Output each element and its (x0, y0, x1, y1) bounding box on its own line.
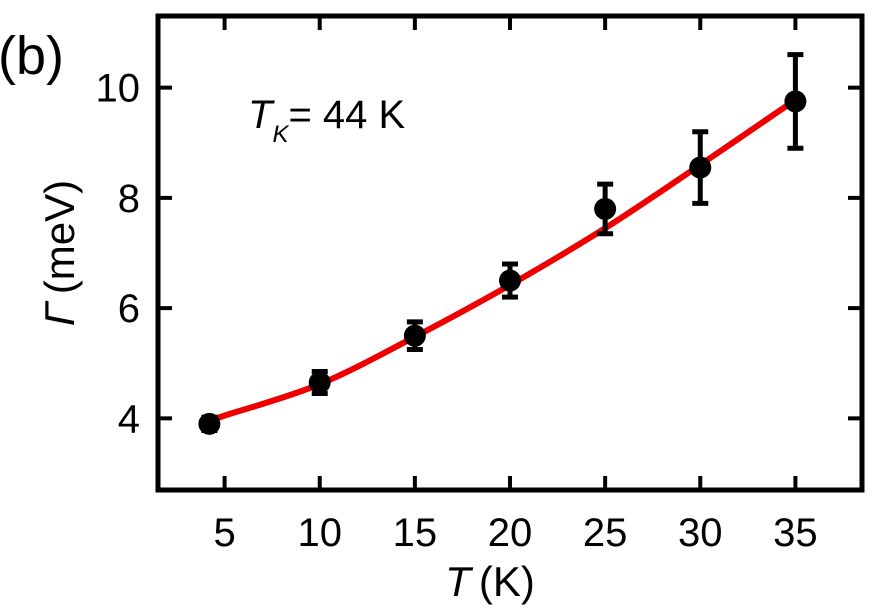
y-tick-label: 10 (96, 67, 141, 111)
x-axis-symbol: T (445, 558, 474, 605)
y-tick-label: 6 (118, 287, 140, 331)
data-point (403, 319, 426, 352)
data-point (198, 412, 221, 435)
tick-labels: 5 10 15 20 25 30 35 4 6 8 10 (96, 67, 818, 555)
fit-curve (206, 96, 799, 423)
y-axis-unit: (meV) (36, 180, 83, 294)
point-marker (403, 324, 426, 347)
x-axis-title: T (K) (445, 558, 535, 605)
tk-annotation-value: = 44 K (288, 93, 405, 137)
data-point (594, 181, 617, 237)
data-point (689, 129, 712, 206)
x-tick-label: 5 (213, 511, 235, 555)
x-tick-label: 30 (678, 511, 723, 555)
point-marker (308, 371, 331, 394)
axis-ticks (158, 16, 862, 490)
tk-annotation-symbol: T (248, 93, 275, 137)
data-point (784, 52, 807, 151)
x-tick-label: 20 (488, 511, 533, 555)
point-marker (784, 90, 807, 113)
x-tick-label: 15 (393, 511, 438, 555)
point-marker (198, 412, 221, 435)
data-point (308, 369, 331, 397)
tk-annotation-subscript: K (272, 121, 289, 148)
x-axis-unit: (K) (479, 558, 535, 605)
y-axis-title: Γ (meV) (36, 180, 83, 326)
point-marker (594, 197, 617, 220)
y-tick-label: 8 (118, 177, 140, 221)
x-tick-label: 10 (297, 511, 342, 555)
panel-label: (b) (0, 26, 64, 86)
y-tick-label: 4 (118, 397, 140, 441)
x-tick-label: 25 (583, 511, 628, 555)
tk-annotation: TK= 44 K (248, 93, 406, 148)
point-marker (689, 156, 712, 179)
point-marker (499, 269, 521, 292)
x-tick-label: 35 (773, 511, 818, 555)
data-points (198, 52, 807, 435)
y-axis-symbol: Γ (36, 300, 83, 326)
plot-frame (155, 13, 865, 493)
data-point (499, 261, 521, 300)
